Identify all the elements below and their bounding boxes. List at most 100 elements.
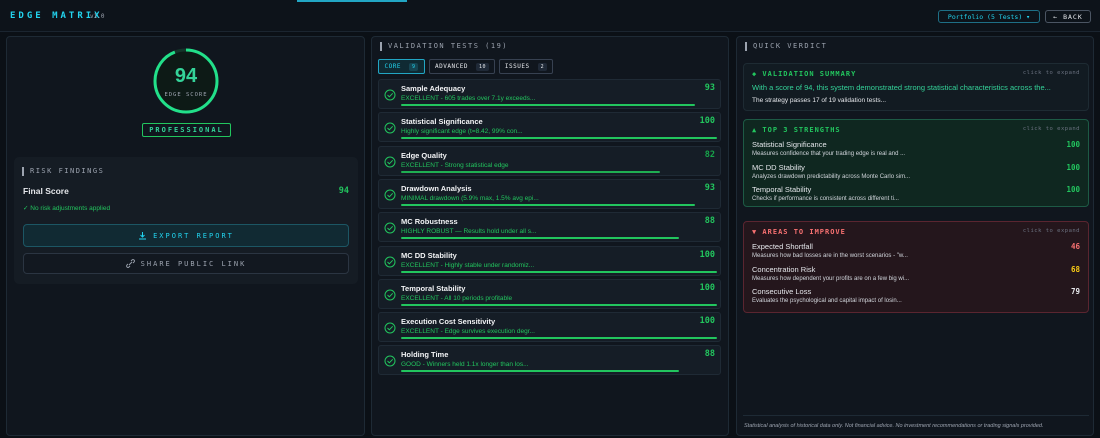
check-icon bbox=[384, 122, 396, 134]
share-label: SHARE PUBLIC LINK bbox=[140, 259, 247, 268]
verdict-panel: QUICK VERDICT ◆ VALIDATION SUMMARY click… bbox=[736, 36, 1094, 436]
back-button[interactable]: ← BACK bbox=[1045, 10, 1091, 23]
improve-box[interactable]: ▼ AREAS TO IMPROVE click to expand Expec… bbox=[743, 221, 1089, 313]
tab-label: ADVANCED bbox=[435, 63, 468, 70]
item-score: 68 bbox=[1070, 264, 1080, 274]
score-bar bbox=[401, 337, 717, 340]
verdict-item: Consecutive Loss Evaluates the psychologi… bbox=[752, 287, 1080, 307]
check-icon bbox=[384, 222, 396, 234]
tab[interactable]: CORE 9 bbox=[378, 59, 425, 74]
test-description: EXCELLENT - All 10 periods profitable bbox=[401, 294, 513, 302]
test-row: Temporal Stability EXCELLENT - All 10 per… bbox=[378, 278, 721, 309]
test-description: GOOD - Winners held 1.1x longer than los… bbox=[401, 361, 529, 369]
improve-title: ▼ AREAS TO IMPROVE bbox=[752, 228, 846, 236]
score-bar bbox=[401, 137, 717, 140]
check-icon bbox=[384, 89, 396, 101]
tab[interactable]: ISSUES 2 bbox=[499, 59, 553, 74]
portfolio-select[interactable]: Portfolio (5 Tests) ▾ bbox=[938, 10, 1040, 23]
score-bar bbox=[401, 104, 695, 106]
check-icon bbox=[384, 156, 396, 168]
item-name: Temporal Stability bbox=[752, 185, 812, 194]
export-button[interactable]: EXPORT REPORT bbox=[23, 224, 349, 247]
test-name: MC DD Stability bbox=[401, 250, 457, 260]
version: v1.0 bbox=[90, 13, 105, 20]
verdict-item: Concentration Risk Measures how dependent… bbox=[752, 265, 1080, 285]
test-description: EXCELLENT - Edge survives execution degr… bbox=[401, 328, 535, 336]
item-score: 100 bbox=[1066, 162, 1080, 172]
test-score: 93 bbox=[704, 182, 715, 193]
tabs: CORE 9 ADVANCED 10 ISSUES 2 bbox=[378, 59, 678, 74]
strengths-hint: click to expand bbox=[1022, 126, 1080, 132]
download-icon bbox=[139, 232, 147, 240]
test-score: 93 bbox=[704, 83, 715, 93]
check-icon bbox=[384, 289, 396, 301]
tab-indicator bbox=[297, 0, 407, 2]
edge-score: 94 bbox=[174, 65, 198, 87]
test-score: 100 bbox=[699, 282, 715, 293]
test-name: Temporal Stability bbox=[401, 283, 466, 293]
summary-box[interactable]: ◆ VALIDATION SUMMARY click to expand Wit… bbox=[743, 63, 1089, 111]
verdict-item: Statistical Significance Measures confide… bbox=[752, 140, 1080, 160]
share-button[interactable]: SHARE PUBLIC LINK bbox=[23, 253, 349, 274]
test-list: Sample Adequacy EXCELLENT - 605 trades ov… bbox=[372, 79, 730, 379]
verdict-title: QUICK VERDICT bbox=[745, 42, 827, 51]
risk-findings: RISK FINDINGS Final Score 94 ✓ No risk a… bbox=[14, 157, 358, 284]
verdict-item: Temporal Stability Checks if performance … bbox=[752, 185, 1080, 205]
test-row: MC Robustness HIGHLY ROBUST — Results hol… bbox=[378, 212, 721, 243]
summary-text: The strategy passes 17 of 19 validation … bbox=[752, 97, 887, 104]
test-name: Sample Adequacy bbox=[401, 84, 466, 93]
test-score: 100 bbox=[699, 249, 715, 260]
test-name: Execution Cost Sensitivity bbox=[401, 317, 496, 327]
test-score: 82 bbox=[704, 149, 715, 160]
test-name: Edge Quality bbox=[401, 150, 447, 160]
header: EDGE MATRIX v1.0 Portfolio (5 Tests) ▾ ←… bbox=[0, 0, 1100, 32]
test-score: 88 bbox=[704, 216, 715, 227]
validation-panel: VALIDATION TESTS (19) CORE 9 ADVANCED 10 ISS… bbox=[371, 36, 729, 436]
tab-label: CORE bbox=[384, 63, 401, 70]
test-row: Drawdown Analysis MINIMAL drawdown (5.9% … bbox=[378, 178, 721, 209]
summary-title: ◆ VALIDATION SUMMARY bbox=[752, 70, 857, 78]
grade-badge: PROFESSIONAL bbox=[142, 123, 231, 137]
score-ring bbox=[153, 48, 219, 114]
item-description: Analyzes drawdown predictability across … bbox=[752, 173, 911, 180]
score-bar bbox=[401, 370, 680, 373]
edge-score-label: EDGE SCORE bbox=[164, 92, 208, 98]
improve-hint: click to expand bbox=[1022, 228, 1080, 234]
tab-label: ISSUES bbox=[504, 63, 530, 70]
check-icon bbox=[384, 256, 396, 267]
score-bar bbox=[401, 303, 717, 306]
test-name: Statistical Significance bbox=[401, 117, 483, 127]
check-icon bbox=[384, 189, 396, 201]
app-title: EDGE MATRIX bbox=[10, 11, 103, 21]
score-bar bbox=[401, 270, 717, 273]
score-panel: 94 EDGE SCORE PROFESSIONAL RISK FINDINGS… bbox=[6, 36, 365, 436]
test-name: Holding Time bbox=[401, 350, 449, 360]
check-icon bbox=[384, 355, 396, 367]
item-score: 100 bbox=[1066, 185, 1080, 194]
disclaimer: Statistical analysis of historical data … bbox=[744, 423, 1044, 429]
final-score: 94 bbox=[338, 186, 349, 196]
score-bar bbox=[401, 237, 680, 240]
item-description: Evaluates the psychological and capital … bbox=[752, 298, 902, 304]
tab-count: 10 bbox=[475, 62, 489, 71]
test-score: 100 bbox=[699, 116, 715, 127]
test-score: 88 bbox=[704, 349, 715, 360]
test-row: Sample Adequacy EXCELLENT - 605 trades ov… bbox=[378, 79, 721, 109]
strengths-title: ▲ TOP 3 STRENGTHS bbox=[752, 126, 841, 134]
test-row: Edge Quality EXCELLENT - Strong statistic… bbox=[378, 145, 721, 176]
item-score: 46 bbox=[1070, 242, 1080, 251]
final-score-label: Final Score bbox=[23, 186, 69, 196]
link-icon bbox=[125, 259, 135, 268]
tab[interactable]: ADVANCED 10 bbox=[429, 59, 495, 74]
item-name: Statistical Significance bbox=[752, 140, 827, 149]
item-score: 79 bbox=[1070, 287, 1080, 296]
test-row: MC DD Stability EXCELLENT - Highly stable… bbox=[378, 245, 721, 276]
item-description: Measures how bad losses are in the worst… bbox=[752, 253, 908, 259]
test-description: Highly significant edge (t=8.42, 99% con… bbox=[401, 128, 523, 136]
footer-divider bbox=[743, 415, 1089, 416]
export-label: EXPORT REPORT bbox=[153, 231, 234, 240]
test-description: EXCELLENT - Highly stable under randomiz… bbox=[401, 261, 535, 269]
strengths-box[interactable]: ▲ TOP 3 STRENGTHS click to expand Statis… bbox=[743, 119, 1089, 207]
test-row: Holding Time GOOD - Winners held 1.1x lon… bbox=[378, 345, 721, 376]
